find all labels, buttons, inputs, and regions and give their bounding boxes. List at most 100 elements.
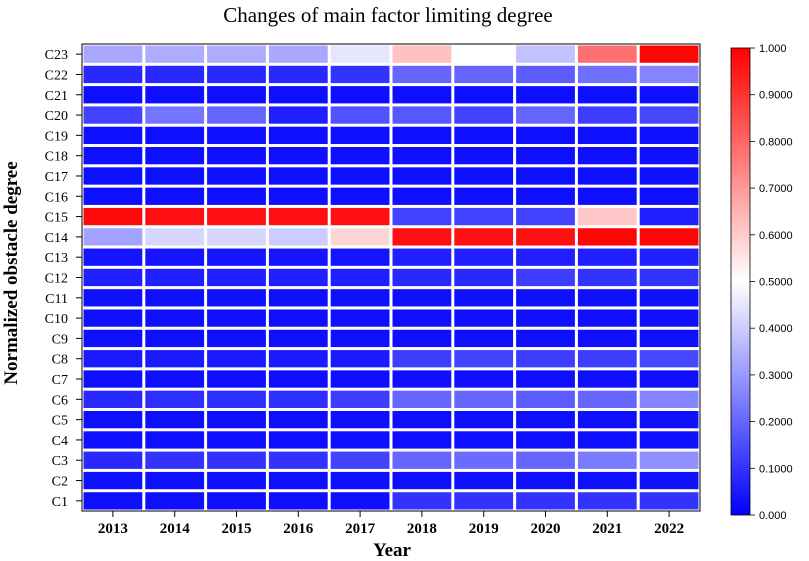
- heatmap-cell: [145, 268, 205, 287]
- heatmap-cell: [454, 167, 514, 185]
- heatmap-cell: [145, 126, 205, 145]
- heatmap-cell: [330, 147, 390, 165]
- heatmap-cell: [577, 471, 637, 490]
- heatmap-cell: [392, 390, 452, 408]
- heatmap-cell: [207, 45, 266, 63]
- heatmap-cell: [145, 167, 205, 185]
- heatmap-cell: [577, 126, 637, 145]
- y-tick-label: C9: [52, 332, 68, 347]
- heatmap-cell: [145, 471, 205, 490]
- heatmap-cell: [639, 106, 699, 124]
- heatmap-cell: [83, 309, 143, 327]
- heatmap-cell: [516, 289, 575, 307]
- colorbar-tick-label: 0.7000: [759, 183, 793, 195]
- heatmap-cell: [330, 329, 390, 348]
- heatmap-cell: [83, 228, 143, 246]
- heatmap-cell: [268, 410, 328, 429]
- heatmap-cell: [516, 390, 575, 408]
- heatmap-cell: [145, 431, 205, 449]
- heatmap-cell: [577, 451, 637, 469]
- heatmap-cell: [83, 370, 143, 388]
- heatmap-cell: [639, 329, 699, 348]
- heatmap-cell: [83, 207, 143, 226]
- heatmap-cell: [268, 167, 328, 185]
- x-tick-label: 2018: [407, 521, 437, 537]
- heatmap-cell: [392, 431, 452, 449]
- heatmap-cell: [207, 126, 266, 145]
- heatmap-cell: [330, 410, 390, 429]
- heatmap-cell: [639, 370, 699, 388]
- heatmap-cell: [207, 451, 266, 469]
- heatmap-cell: [577, 492, 637, 510]
- y-tick-label: C13: [45, 251, 68, 266]
- heatmap-cell: [392, 126, 452, 145]
- heatmap-cell: [268, 106, 328, 124]
- heatmap-cell: [145, 370, 205, 388]
- heatmap-cell: [207, 471, 266, 490]
- heatmap-cell: [392, 187, 452, 205]
- heatmap-cell: [577, 309, 637, 327]
- heatmap-cell: [145, 65, 205, 84]
- colorbar-tick-label: 0.6000: [759, 230, 793, 242]
- heatmap-cell: [392, 65, 452, 84]
- heatmap-cell: [268, 126, 328, 145]
- heatmap-cell: [145, 187, 205, 205]
- heatmap-cell: [392, 492, 452, 510]
- y-tick-label: C12: [45, 272, 68, 287]
- heatmap-cell: [392, 167, 452, 185]
- heatmap-cell: [516, 309, 575, 327]
- heatmap-cell: [145, 289, 205, 307]
- heatmap-cell: [577, 329, 637, 348]
- heatmap-cell: [145, 390, 205, 408]
- heatmap-cell: [639, 289, 699, 307]
- heatmap-cell: [330, 451, 390, 469]
- y-tick-label: C15: [45, 211, 68, 226]
- heatmap-cell: [330, 106, 390, 124]
- heatmap-cell: [454, 207, 514, 226]
- heatmap-cell: [268, 228, 328, 246]
- heatmap-cell: [454, 471, 514, 490]
- heatmap-cell: [83, 106, 143, 124]
- heatmap-cell: [392, 410, 452, 429]
- heatmap-cell: [577, 167, 637, 185]
- heatmap-cell: [454, 268, 514, 287]
- heatmap-cell: [454, 106, 514, 124]
- heatmap-cell: [330, 431, 390, 449]
- heatmap-cell: [145, 45, 205, 63]
- heatmap-cell: [83, 248, 143, 266]
- heatmap-cell: [330, 228, 390, 246]
- heatmap-cell: [392, 147, 452, 165]
- heatmap-cell: [577, 228, 637, 246]
- heatmap-cell: [392, 268, 452, 287]
- heatmap-cells: [83, 45, 699, 510]
- heatmap-cell: [330, 268, 390, 287]
- heatmap-cell: [577, 431, 637, 449]
- heatmap-cell: [330, 86, 390, 104]
- heatmap-cell: [516, 248, 575, 266]
- y-tick-label: C5: [52, 414, 68, 429]
- heatmap-cell: [330, 187, 390, 205]
- heatmap-cell: [268, 147, 328, 165]
- x-tick-label: 2016: [283, 521, 314, 537]
- colorbar-tick-label: 0.4000: [759, 323, 793, 335]
- heatmap-cell: [83, 45, 143, 63]
- y-tick-label: C11: [45, 292, 68, 307]
- heatmap-cell: [83, 268, 143, 287]
- heatmap-cell: [330, 471, 390, 490]
- heatmap-cell: [454, 329, 514, 348]
- heatmap-cell: [516, 187, 575, 205]
- heatmap-cell: [145, 248, 205, 266]
- heatmap-cell: [454, 451, 514, 469]
- heatmap-cell: [577, 187, 637, 205]
- y-tick-label: C2: [52, 475, 68, 490]
- heatmap-cell: [145, 492, 205, 510]
- heatmap-cell: [516, 329, 575, 348]
- heatmap-cell: [577, 65, 637, 84]
- y-tick-label: C23: [45, 48, 68, 63]
- heatmap-cell: [392, 86, 452, 104]
- heatmap-cell: [330, 248, 390, 266]
- heatmap-cell: [207, 431, 266, 449]
- heatmap-cell: [207, 106, 266, 124]
- heatmap-cell: [454, 350, 514, 368]
- heatmap-cell: [330, 65, 390, 84]
